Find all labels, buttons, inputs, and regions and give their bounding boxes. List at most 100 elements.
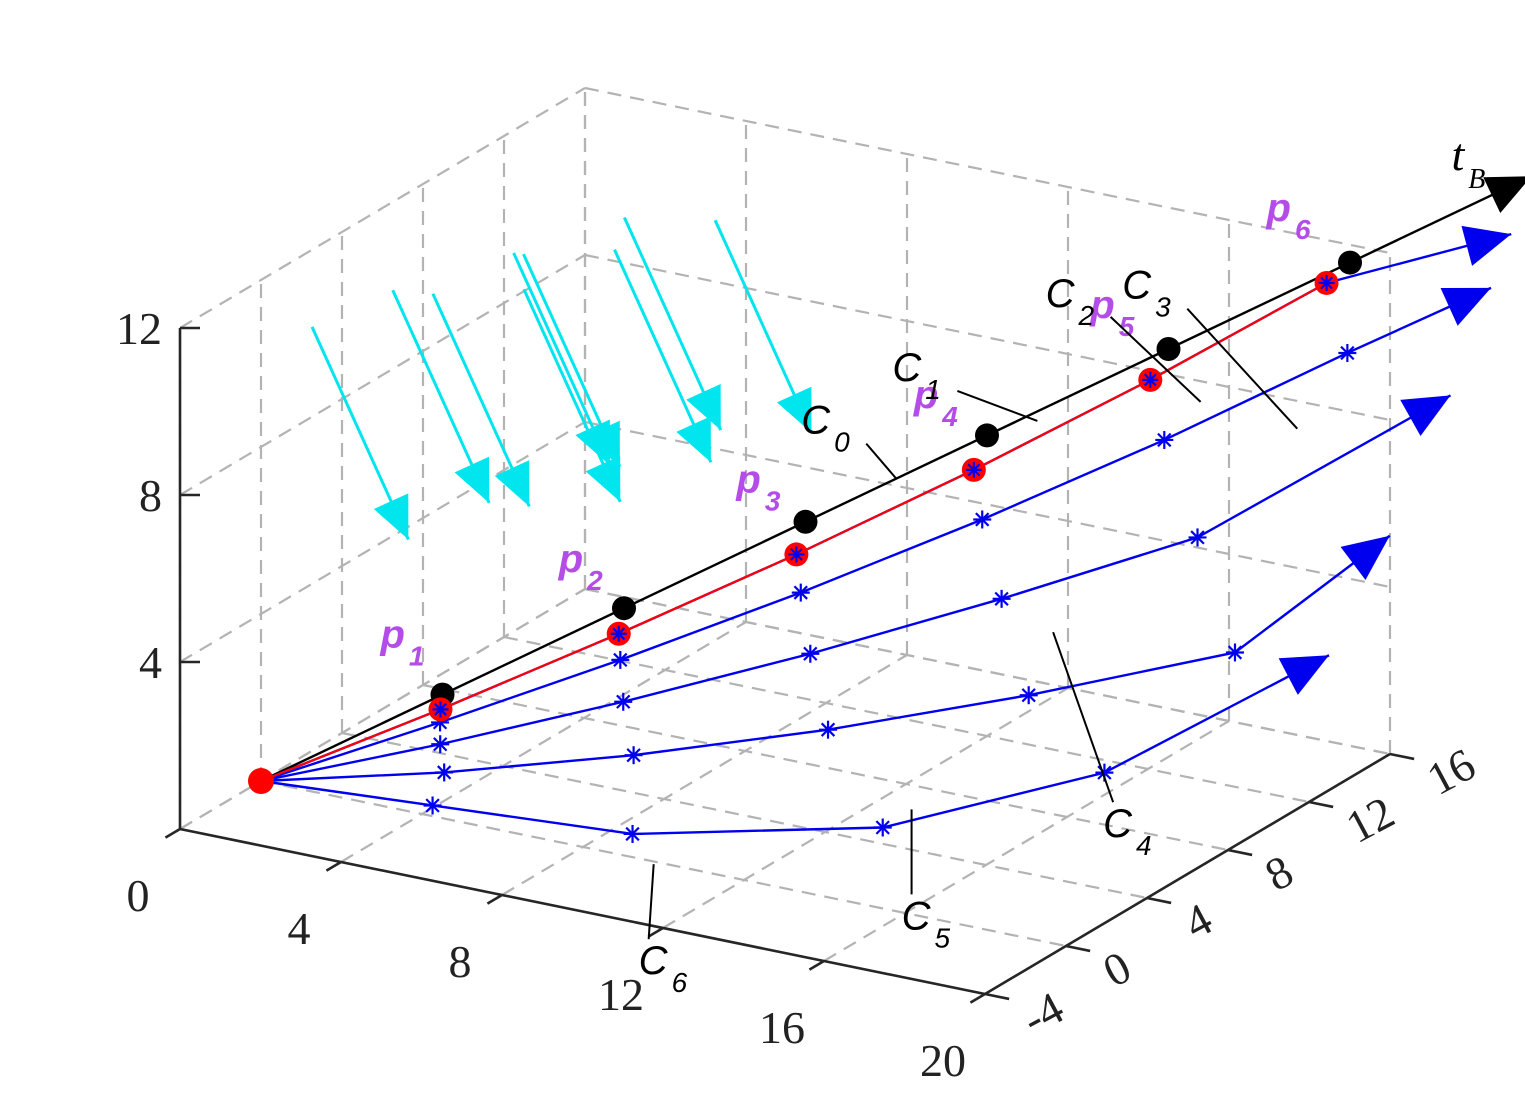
curve-point-stroke [1021, 688, 1036, 703]
curve-label-C4-main: C [1103, 802, 1133, 846]
curve-arrowhead [1461, 225, 1512, 266]
curve-point-stroke [437, 765, 452, 780]
point-label-1-main: p [379, 612, 404, 656]
point-label-3-main: p [735, 457, 760, 501]
curve-label-C2-main: C [1046, 272, 1076, 316]
airflow-arrowhead [373, 493, 409, 540]
curve-point [873, 818, 892, 837]
airflow-arrowhead [585, 455, 621, 502]
curve-point [435, 763, 454, 782]
grid-line [584, 587, 1391, 756]
point-label-5-sub: 5 [1119, 311, 1135, 342]
reference-point [793, 509, 818, 534]
tangent-label-sub: B [1468, 164, 1485, 195]
curve-C5 [260, 654, 1330, 836]
y-tick [1065, 944, 1091, 953]
point-label-4-sub: 4 [941, 401, 958, 432]
curve-point-stroke [425, 798, 440, 813]
curve-label-C4-sub: 4 [1136, 830, 1152, 861]
curve-label-C6-main: C [639, 939, 669, 983]
x-tick [647, 926, 664, 938]
grid-line [341, 731, 1148, 900]
curve-arrowhead [1400, 395, 1451, 436]
curve-point [1142, 371, 1159, 388]
y-tick [1389, 752, 1415, 761]
grid-line [340, 621, 747, 863]
airflow-arrowhead [494, 460, 530, 507]
point-label-2-sub: 2 [586, 565, 603, 596]
z-tick-label: 4 [139, 637, 162, 688]
z-tick-label: 12 [116, 303, 162, 354]
plot-area [248, 176, 1525, 843]
point-label-3-sub: 3 [765, 485, 781, 516]
z-tick-label: 8 [139, 470, 162, 521]
leader-line-C6 [647, 864, 655, 940]
grid [178, 86, 1392, 996]
point-label-2-main: p [558, 537, 583, 581]
grid-line [823, 720, 1230, 962]
x-tick-label: 4 [288, 903, 311, 954]
airflow-arrowhead [686, 384, 721, 431]
airflow-arrowhead [454, 456, 490, 503]
y-tick-label: 4 [1176, 893, 1220, 949]
x-tick-label: 0 [127, 870, 150, 921]
curve-point [431, 735, 450, 754]
curve-point-stroke [625, 826, 640, 842]
curve-point [992, 589, 1011, 608]
grid-line [662, 687, 1069, 929]
curve-point-stroke [434, 702, 447, 716]
curve-label-C1-main: C [892, 346, 922, 390]
grid-line [260, 779, 1067, 948]
curve-point-stroke [1190, 530, 1205, 545]
curve-point-stroke [793, 585, 808, 600]
curve-point [623, 824, 642, 843]
curve-label-C0-main: C [801, 399, 831, 443]
y-tick [1146, 896, 1172, 905]
x-tick [486, 893, 503, 905]
y-axis-line [984, 752, 1391, 996]
y-tick-label: 16 [1419, 738, 1484, 805]
reference-point [975, 423, 999, 448]
curve-point [614, 692, 633, 711]
curve-point [432, 701, 449, 718]
curve-point-stroke [1143, 373, 1157, 387]
curve-point [1338, 343, 1357, 362]
airflow-arrows [310, 216, 813, 541]
leader-line-C1 [957, 390, 1038, 422]
curve-point [611, 650, 630, 669]
y-tick-label: 8 [1257, 845, 1301, 901]
y-tick [1308, 800, 1334, 809]
leader-line-C3 [1186, 308, 1299, 430]
curve-point-stroke [616, 694, 631, 709]
curve-point [965, 461, 982, 478]
curve-point-stroke [433, 737, 448, 752]
tangent-label-main: t [1452, 129, 1466, 180]
curve-label-C1-sub: 1 [925, 374, 941, 405]
curve-point-stroke [820, 722, 836, 737]
airflow-arrowhead [776, 386, 812, 433]
x-tick-label: 16 [759, 1002, 805, 1053]
x-tick-label: 12 [598, 969, 644, 1020]
grid-line [179, 588, 586, 830]
curve-arrowhead [1340, 535, 1390, 580]
airflow-arrowhead [676, 416, 711, 463]
reference-point [1156, 337, 1181, 361]
curve-point-stroke [875, 820, 890, 835]
reference-point [1338, 250, 1362, 275]
curve-label-C6-sub: 6 [672, 967, 688, 998]
curve-arrowhead [1440, 287, 1491, 326]
y-tick-label: 0 [1095, 941, 1139, 997]
x-tick [164, 827, 181, 839]
curve-point-stroke [803, 646, 818, 661]
curve-point-stroke [1227, 645, 1243, 660]
